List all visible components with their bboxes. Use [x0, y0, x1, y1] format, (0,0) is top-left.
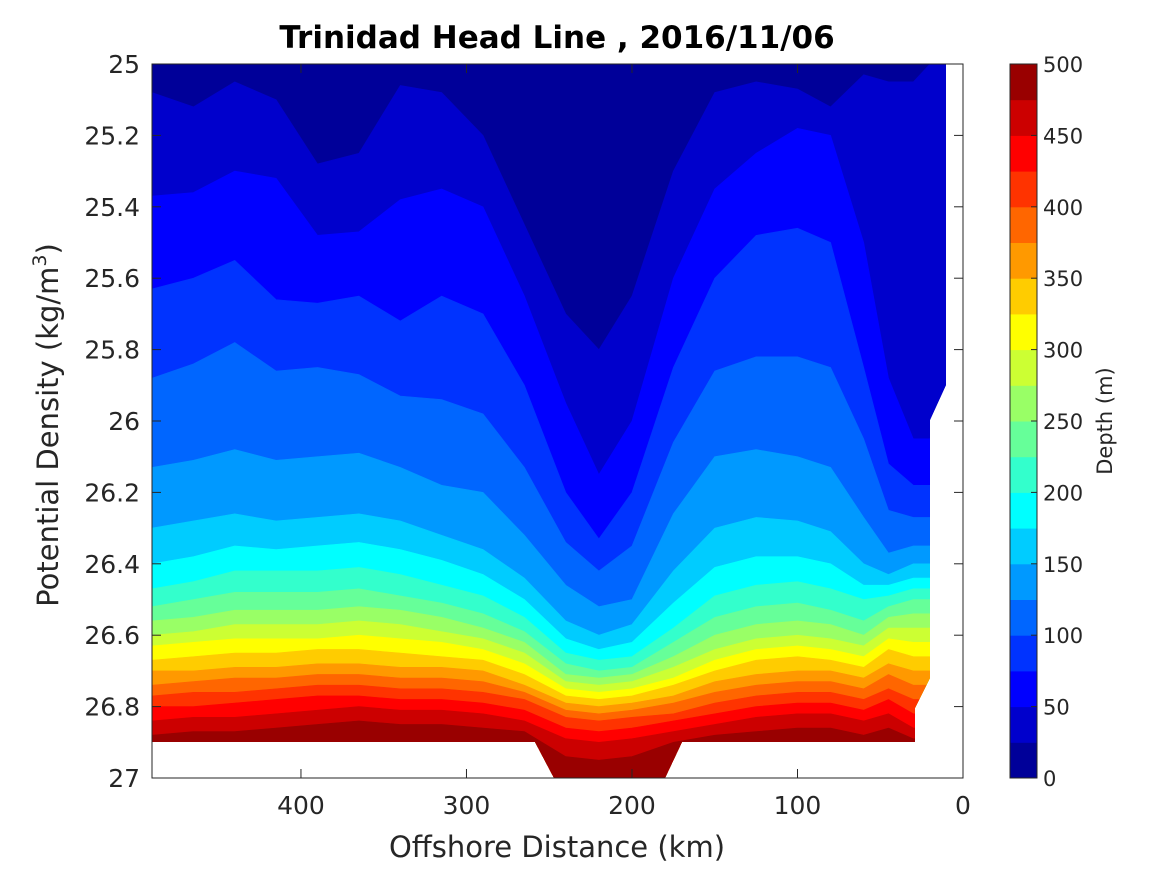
- colorbar-swatch-425: [1010, 135, 1037, 172]
- contour-fills: [152, 64, 946, 778]
- colorbar-swatch-125: [1010, 563, 1037, 600]
- y-axis: 25 25.2 25.4 25.6 25.8 26 26.2 26.4 26.6 26.8 27: [84, 50, 963, 793]
- y-axis-label-close: ): [31, 243, 65, 254]
- x-axis-label: Offshore Distance (km): [389, 830, 725, 864]
- colorbar-swatch-50: [1010, 670, 1037, 708]
- y-tick-label: 25: [108, 50, 140, 79]
- y-tick-label: 25.6: [84, 264, 140, 293]
- colorbar-swatch-200: [1010, 456, 1037, 493]
- colorbar-tick-label: 100: [1043, 624, 1083, 648]
- y-tick-label: 26.8: [84, 693, 140, 722]
- y-tick-label: 26: [108, 407, 140, 436]
- y-tick-label: 25.2: [84, 121, 140, 150]
- colorbar-tick-label: 0: [1043, 767, 1056, 791]
- colorbar-swatch-25: [1010, 706, 1037, 743]
- colorbar-tick-label: 50: [1043, 696, 1070, 720]
- colorbar: 0 50 100 150 200 250 300 350 400 450 500: [1009, 53, 1083, 791]
- x-tick-label: 300: [443, 791, 491, 820]
- y-tick-label: 27: [108, 764, 140, 793]
- colorbar-swatch-400: [1010, 171, 1037, 208]
- colorbar-swatch-475: [1010, 64, 1037, 101]
- colorbar-swatch-150: [1010, 528, 1037, 565]
- x-tick-label: 100: [774, 791, 822, 820]
- colorbar-swatch-325: [1010, 278, 1037, 315]
- colorbar-swatch-350: [1010, 242, 1037, 279]
- y-axis-label-text: Potential Density (kg/m: [31, 267, 65, 607]
- colorbar-swatch-75: [1010, 635, 1037, 672]
- colorbar-swatch-250: [1010, 385, 1037, 422]
- colorbar-tick-label: 450: [1043, 124, 1083, 148]
- colorbar-swatch-300: [1010, 313, 1037, 351]
- colorbar-swatch-100: [1010, 599, 1037, 636]
- y-tick-label: 25.8: [84, 336, 140, 365]
- colorbar-tick-label: 250: [1043, 410, 1083, 434]
- colorbar-swatch-225: [1010, 421, 1037, 458]
- y-tick-label: 26.6: [84, 621, 140, 650]
- colorbar-swatch-275: [1010, 349, 1037, 386]
- y-tick-label: 26.2: [84, 478, 140, 507]
- colorbar-swatch-175: [1010, 492, 1037, 529]
- x-tick-label: 0: [955, 791, 971, 820]
- y-axis-label: Potential Density (kg/m3): [29, 243, 65, 607]
- y-tick-label: 25.4: [84, 193, 140, 222]
- colorbar-label: Depth (m): [1093, 367, 1117, 474]
- colorbar-swatch-0: [1010, 742, 1037, 779]
- x-tick-label: 400: [277, 791, 325, 820]
- colorbar-tick-label: 150: [1043, 553, 1083, 577]
- y-tick-label: 26.4: [84, 550, 140, 579]
- colorbar-tick-label: 200: [1043, 481, 1083, 505]
- x-axis: 400 300 200 100 0: [277, 64, 971, 820]
- y-axis-label-superscript: 3: [29, 254, 51, 266]
- x-tick-label: 200: [608, 791, 656, 820]
- colorbar-tick-label: 350: [1043, 267, 1083, 291]
- colorbar-tick-label: 500: [1043, 53, 1083, 77]
- colorbar-swatch-375: [1010, 206, 1037, 243]
- colorbar-swatch-450: [1010, 99, 1037, 136]
- chart-title: Trinidad Head Line , 2016/11/06: [279, 20, 834, 56]
- colorbar-tick-label: 300: [1043, 339, 1083, 363]
- colorbar-tick-label: 400: [1043, 196, 1083, 220]
